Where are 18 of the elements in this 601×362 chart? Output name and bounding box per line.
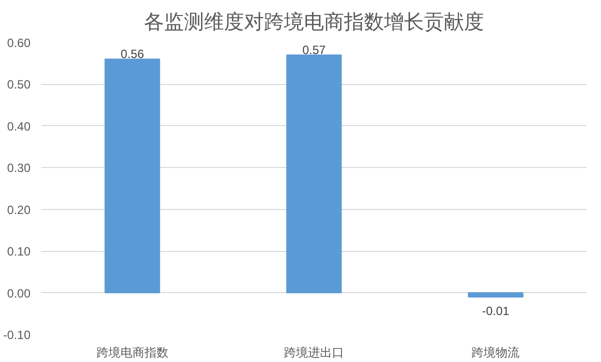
chart-title: 各监测维度对跨境电商指数增长贡献度: [144, 12, 484, 34]
bar: [286, 54, 342, 294]
data-label: -0.01: [482, 304, 510, 318]
x-tick-label: 跨境物流: [472, 346, 520, 360]
y-tick-label: 0.20: [7, 202, 31, 217]
x-tick-label: 跨境进出口: [284, 346, 344, 360]
y-tick-label: 0.50: [7, 78, 31, 92]
data-label: 0.57: [302, 43, 326, 58]
y-tick-label: 0.10: [7, 244, 31, 259]
y-tick-label: 0.30: [7, 161, 31, 176]
bar: [104, 58, 160, 294]
y-tick-label: 0.60: [7, 36, 31, 50]
bar: [468, 292, 524, 298]
y-tick-label: -0.10: [3, 328, 31, 342]
x-tick-label: 跨境电商指数: [96, 346, 168, 360]
y-tick-label: 0.00: [7, 286, 31, 300]
data-label: 0.56: [120, 47, 144, 62]
y-tick-label: 0.40: [7, 119, 31, 134]
